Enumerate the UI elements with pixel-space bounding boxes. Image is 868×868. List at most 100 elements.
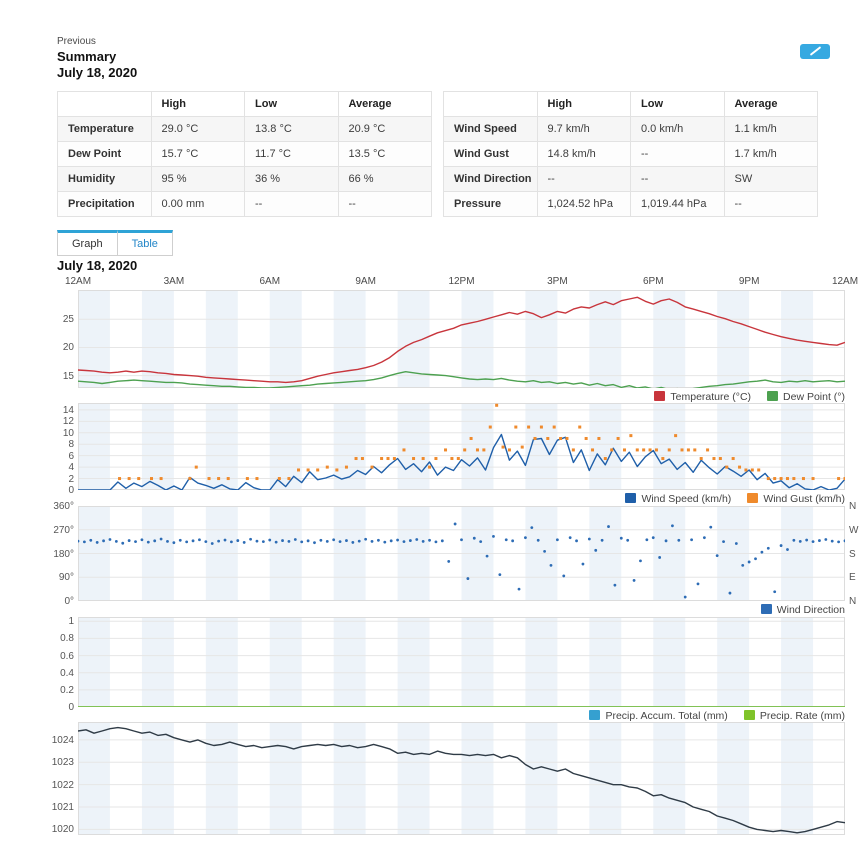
x-axis-label: 6AM bbox=[259, 276, 281, 287]
y-tick-label: 1021 bbox=[51, 802, 74, 814]
legend-item: Precip. Rate (mm) bbox=[743, 710, 845, 722]
row-label: Precipitation bbox=[57, 191, 152, 217]
chart-wind bbox=[78, 403, 845, 490]
previous-link[interactable]: Previous bbox=[57, 36, 96, 47]
x-axis-label: 6PM bbox=[642, 276, 664, 287]
value-cell: 66 % bbox=[337, 166, 432, 192]
graph-table-tabs: Graph Table bbox=[57, 230, 173, 256]
value-cell: -- bbox=[723, 191, 818, 217]
value-cell: SW bbox=[723, 166, 818, 192]
column-header: Average bbox=[337, 91, 432, 117]
y-tick-label: 270° bbox=[53, 524, 74, 536]
legend-item: Precip. Accum. Total (mm) bbox=[589, 710, 728, 722]
x-axis-label: 12AM bbox=[831, 276, 859, 287]
legend-label: Wind Direction bbox=[776, 604, 845, 616]
y-tick-label: 0.8 bbox=[60, 633, 74, 645]
page-title: Summary bbox=[57, 49, 117, 64]
y-tick-label: 6 bbox=[68, 450, 74, 462]
chart-wind-direction bbox=[78, 506, 845, 601]
column-header: Low bbox=[630, 91, 725, 117]
value-cell: 0.00 mm bbox=[150, 191, 245, 217]
chart-legend: Temperature (°C) Dew Point (°) bbox=[78, 391, 845, 403]
table-row: Dew Point 15.7 °C 11.7 °C 13.5 °C bbox=[57, 141, 432, 167]
value-cell: 15.7 °C bbox=[150, 141, 245, 167]
chart-legend: Precip. Accum. Total (mm) Precip. Rate (m… bbox=[78, 710, 845, 722]
y-tick-label: 360° bbox=[53, 501, 74, 512]
legend-label: Wind Speed (km/h) bbox=[641, 493, 732, 505]
legend-item: Wind Gust (km/h) bbox=[747, 493, 845, 505]
table-row: Precipitation 0.00 mm -- -- bbox=[57, 191, 432, 217]
y-tick-label: 0 bbox=[68, 702, 74, 713]
chart-pressure bbox=[78, 722, 845, 835]
legend-swatch-icon bbox=[743, 710, 755, 720]
compass-label: N bbox=[849, 596, 857, 607]
legend-item: Wind Direction bbox=[760, 604, 845, 616]
value-cell: 95 % bbox=[150, 166, 245, 192]
value-cell: 13.5 °C bbox=[337, 141, 432, 167]
y-tick-label: 0.6 bbox=[60, 650, 74, 662]
legend-swatch-icon bbox=[747, 493, 759, 503]
tab-table[interactable]: Table bbox=[117, 230, 173, 256]
series-line bbox=[78, 370, 845, 388]
legend-swatch-icon bbox=[625, 493, 637, 503]
legend-item: Dew Point (°) bbox=[767, 391, 845, 403]
legend-item: Wind Speed (km/h) bbox=[625, 493, 731, 505]
table-row: Wind Speed 9.7 km/h 0.0 km/h 1.1 km/h bbox=[443, 116, 818, 142]
y-tick-label: 2 bbox=[68, 473, 74, 485]
x-axis-label: 12AM bbox=[64, 276, 92, 287]
x-axis-label: 3PM bbox=[547, 276, 568, 287]
y-tick-label: 0.4 bbox=[60, 667, 74, 679]
value-cell: 36 % bbox=[244, 166, 339, 192]
value-cell: 0.0 km/h bbox=[630, 116, 725, 142]
y-tick-label: 0 bbox=[68, 485, 74, 496]
graph-date-heading: July 18, 2020 bbox=[57, 258, 138, 273]
y-tick-label: 15 bbox=[62, 370, 74, 382]
compass-label: N bbox=[849, 501, 857, 512]
value-cell: -- bbox=[244, 191, 339, 217]
compass-label: E bbox=[849, 572, 856, 584]
x-axis-label: 3AM bbox=[163, 276, 185, 287]
legend-item: Temperature (°C) bbox=[654, 391, 751, 403]
column-header: High bbox=[536, 91, 631, 117]
summary-table-wind: High Low Average Wind Speed 9.7 km/h 0.0 km/h… bbox=[443, 91, 818, 217]
y-tick-label: 1020 bbox=[51, 824, 74, 836]
legend-label: Wind Gust (km/h) bbox=[763, 493, 845, 505]
tab-graph[interactable]: Graph bbox=[57, 230, 118, 256]
y-tick-label: 1 bbox=[68, 616, 74, 628]
legend-swatch-icon bbox=[767, 391, 779, 401]
page-date: July 18, 2020 bbox=[57, 64, 138, 80]
value-cell: 20.9 °C bbox=[337, 116, 432, 142]
value-cell: 1.1 km/h bbox=[723, 116, 818, 142]
table-row: Wind Direction -- -- SW bbox=[443, 166, 818, 192]
x-axis-labels: 12AM 3AM 6AM 9AM 12PM 3PM 6PM 9PM 12AM bbox=[0, 276, 868, 288]
table-row: Pressure 1,024.52 hPa 1,019.44 hPa -- bbox=[443, 191, 818, 217]
series-line bbox=[78, 726, 845, 834]
y-tick-label: 10 bbox=[62, 427, 74, 439]
table-row: Wind Gust 14.8 km/h -- 1.7 km/h bbox=[443, 141, 818, 167]
row-label: Pressure bbox=[443, 191, 538, 217]
edit-date-button[interactable] bbox=[800, 44, 830, 59]
legend-label: Temperature (°C) bbox=[670, 391, 752, 403]
x-axis-label: 9PM bbox=[738, 276, 760, 287]
y-tick-label: 20 bbox=[62, 342, 74, 354]
y-tick-label: 8 bbox=[68, 439, 74, 451]
row-label: Wind Gust bbox=[443, 141, 538, 167]
pencil-icon bbox=[809, 46, 822, 56]
chart-legend: Wind Speed (km/h) Wind Gust (km/h) bbox=[78, 493, 845, 505]
value-cell: 1.7 km/h bbox=[723, 141, 818, 167]
x-axis-label: 9AM bbox=[355, 276, 376, 287]
summary-tables: High Low Average Temperature 29.0 °C 13.8 °C 2… bbox=[57, 91, 818, 217]
value-cell: -- bbox=[337, 191, 432, 217]
column-header: Average bbox=[723, 91, 818, 117]
value-cell: 14.8 km/h bbox=[536, 141, 631, 167]
legend-label: Precip. Accum. Total (mm) bbox=[605, 710, 728, 722]
legend-swatch-icon bbox=[589, 710, 601, 720]
y-tick-label: 90° bbox=[58, 572, 74, 584]
y-tick-label: 180° bbox=[53, 548, 74, 560]
summary-table-temperature: High Low Average Temperature 29.0 °C 13.8 °C 2… bbox=[57, 91, 432, 217]
y-tick-label: 0.2 bbox=[60, 684, 74, 696]
page-header: Previous Summary July 18, 2020 bbox=[57, 36, 137, 80]
y-tick-label: 1024 bbox=[51, 734, 74, 746]
table-row: Temperature 29.0 °C 13.8 °C 20.9 °C bbox=[57, 116, 432, 142]
